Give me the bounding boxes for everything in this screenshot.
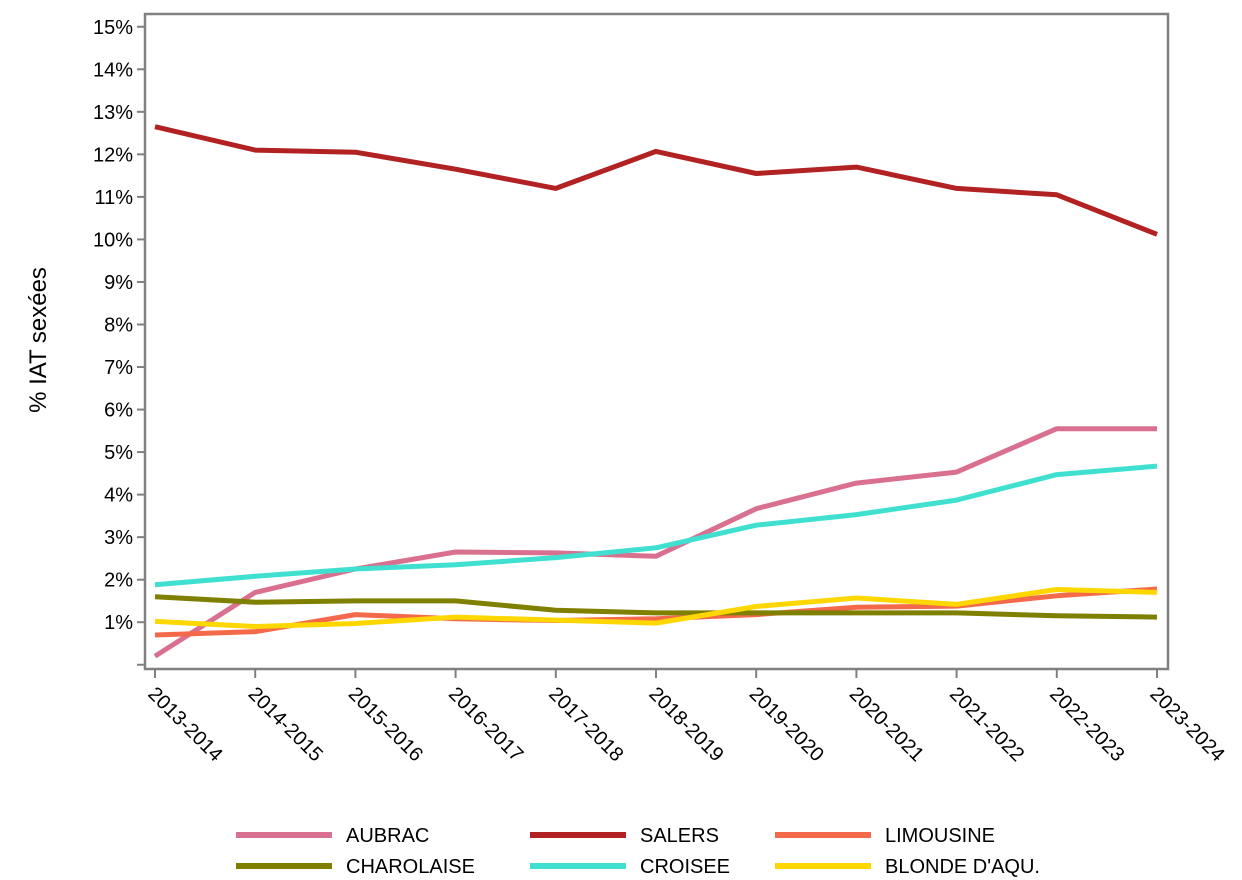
series-lines	[153, 124, 1158, 659]
x-axis: 2013-2014 2014-2015 2015-2016 2016-2017 2017…	[143, 669, 1229, 766]
x-tick-label: 2023-2024	[1145, 683, 1228, 766]
y-tick-label: 8%	[104, 314, 133, 336]
y-tick-label: 10%	[93, 229, 133, 251]
legend-label: LIMOUSINE	[885, 825, 995, 847]
y-tick-label: 13%	[93, 102, 133, 124]
series-line-charolaise	[154, 594, 1158, 620]
series-line-salers	[154, 124, 1158, 237]
x-tick-label: 2013-2014	[143, 683, 226, 766]
y-tick-label: 1%	[104, 612, 133, 634]
x-tick-label: 2016-2017	[444, 683, 527, 766]
legend-label: CROISEE	[640, 856, 730, 878]
series-line-blonde-d-aqu	[154, 587, 1158, 629]
y-tick-label: 6%	[104, 400, 133, 422]
legend-label: AUBRAC	[346, 825, 429, 847]
y-axis: 1% 2% 3% 4% 5% 6% 7% 8% 9% 10% 11% 12% 13% 14% 15%	[93, 17, 145, 666]
y-tick-label: 4%	[104, 485, 133, 507]
x-tick-label: 2021-2022	[945, 683, 1028, 766]
series-line-croisee	[154, 463, 1158, 588]
x-tick-label: 2017-2018	[544, 683, 627, 766]
legend-label: CHAROLAISE	[346, 856, 475, 878]
y-tick-label: 12%	[93, 144, 133, 166]
legend-label: SALERS	[640, 825, 719, 847]
series-line-aubrac	[153, 426, 1157, 659]
x-tick-label: 2014-2015	[244, 683, 327, 766]
legend: AUBRAC SALERS LIMOUSINE CHAROLAISE CROISEE BL…	[236, 825, 1040, 878]
y-tick-label: 7%	[104, 357, 133, 379]
y-tick-label: 3%	[104, 527, 133, 549]
y-axis-title: % IAT sexées	[25, 267, 52, 413]
y-tick-label: 14%	[93, 59, 133, 81]
x-tick-label: 2019-2020	[745, 683, 828, 766]
y-tick-label: 5%	[104, 442, 133, 464]
x-tick-label: 2020-2021	[845, 683, 928, 766]
y-tick-label: 9%	[104, 272, 133, 294]
y-tick-label: 11%	[94, 187, 133, 209]
y-tick-label: 15%	[93, 17, 133, 39]
x-tick-label: 2018-2019	[644, 683, 727, 766]
x-tick-label: 2022-2023	[1045, 683, 1128, 766]
x-tick-label: 2015-2016	[344, 683, 427, 766]
legend-label: BLONDE D'AQU.	[885, 856, 1040, 878]
y-tick-label: 2%	[104, 570, 133, 592]
series-line-limousine	[154, 586, 1158, 638]
